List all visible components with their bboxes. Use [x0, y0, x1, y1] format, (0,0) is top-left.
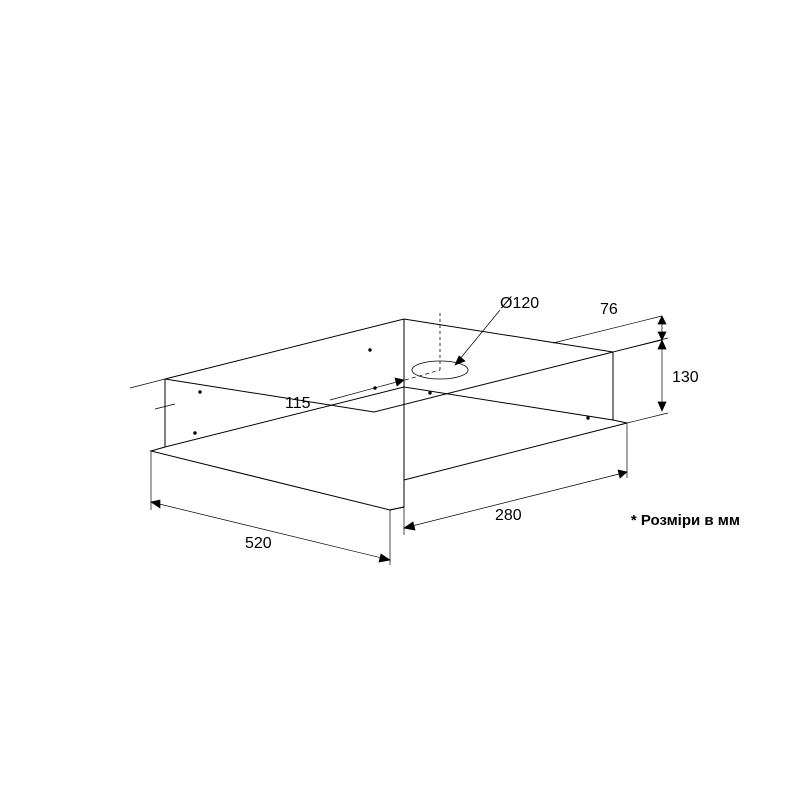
dim-diameter-label: Ø120	[500, 295, 539, 312]
diagram-container: 520 280 130 76 Ø120 115	[0, 0, 800, 800]
dim-height-130	[613, 338, 668, 423]
outlet-port	[412, 310, 468, 379]
dim-offset-label: 76	[600, 301, 618, 318]
dim-inset-label: 115	[285, 395, 311, 412]
units-note: * Розміри в мм	[631, 512, 740, 529]
technical-drawing-svg: 520 280 130 76 Ø120 115	[0, 0, 800, 800]
dim-height-label: 130	[672, 369, 699, 386]
dim-offset-76	[553, 316, 666, 352]
dim-diameter-120	[455, 310, 500, 365]
dim-width-label: 520	[245, 535, 272, 552]
hood-body	[151, 319, 627, 510]
dim-depth-label: 280	[495, 507, 522, 524]
